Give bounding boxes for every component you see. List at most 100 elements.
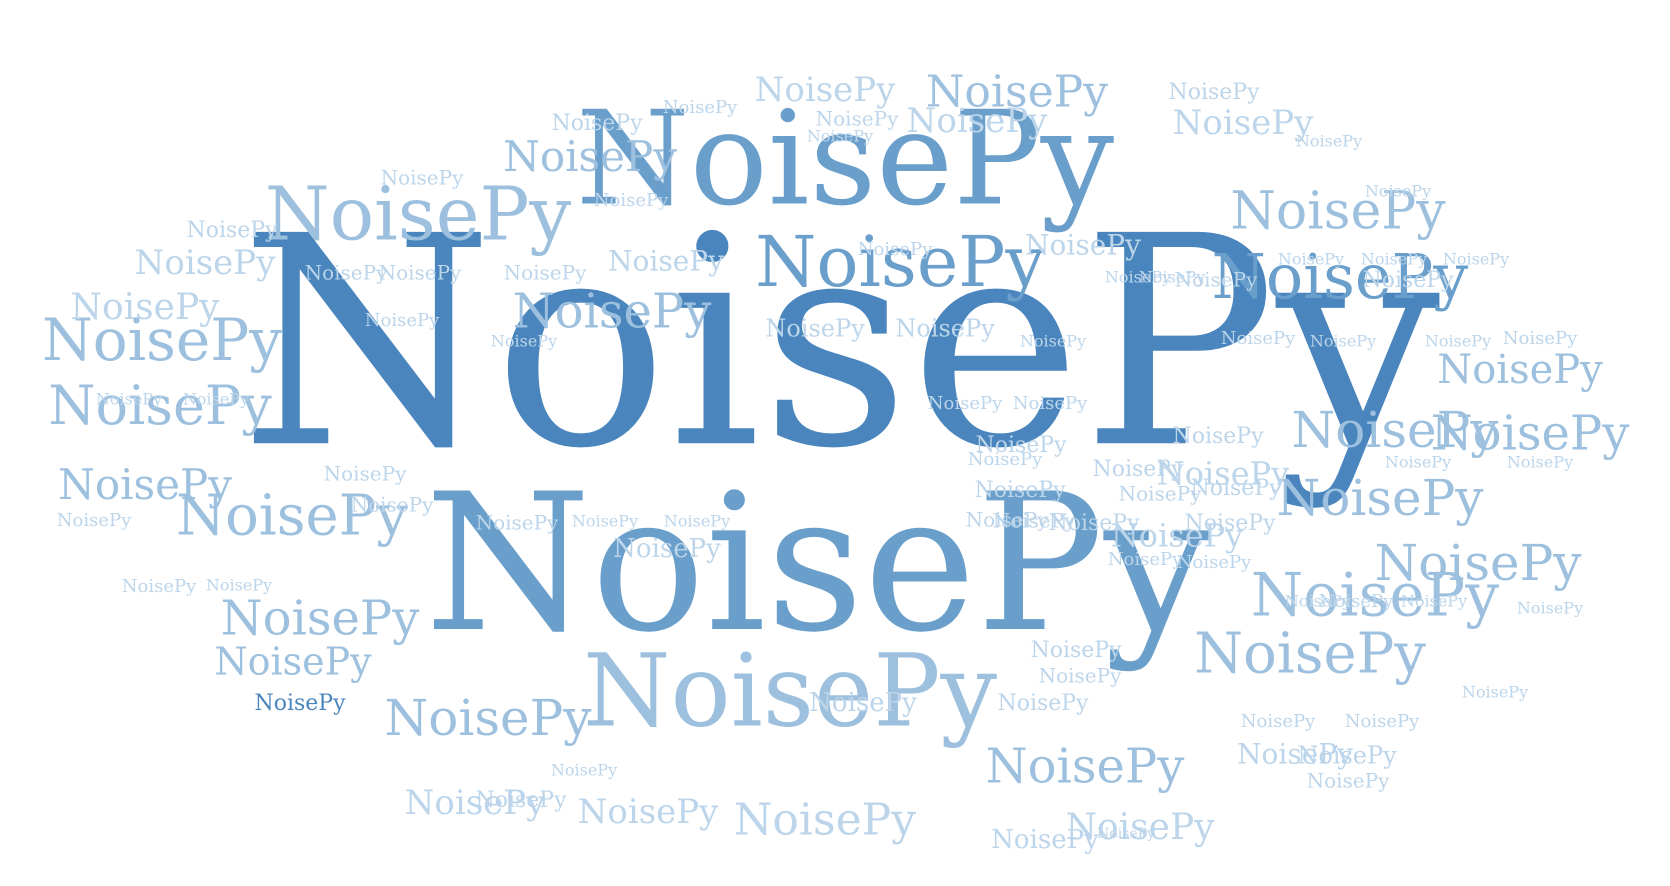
- cloud-word-115: NoisePy: [254, 691, 346, 716]
- cloud-word-21: NoisePy: [926, 67, 1108, 118]
- cloud-word-38: NoisePy: [405, 783, 547, 823]
- cloud-word-90: NoisePy: [997, 691, 1089, 716]
- cloud-word-19: NoisePy: [385, 689, 593, 747]
- cloud-word-3: NoisePy: [583, 633, 997, 750]
- cloud-word-79: NoisePy: [572, 512, 638, 531]
- cloud-word-59: NoisePy: [1278, 250, 1344, 269]
- cloud-word-61: NoisePy: [1443, 250, 1509, 269]
- cloud-word-66: NoisePy: [1310, 332, 1376, 351]
- cloud-word-70: NoisePy: [183, 390, 249, 409]
- cloud-word-78: NoisePy: [476, 511, 559, 535]
- cloud-word-114: NoisePy: [1345, 711, 1420, 732]
- cloud-word-106: NoisePy: [1285, 592, 1351, 611]
- cloud-word-2: NoisePy: [576, 83, 1115, 235]
- cloud-word-53: NoisePy: [379, 261, 462, 285]
- cloud-word-47: NoisePy: [816, 107, 899, 131]
- cloud-word-62: NoisePy: [365, 310, 440, 331]
- cloud-word-84: NoisePy: [122, 576, 197, 597]
- cloud-word-68: NoisePy: [1503, 328, 1578, 349]
- cloud-word-83: NoisePy: [1177, 552, 1252, 573]
- cloud-word-104: NoisePy: [966, 508, 1049, 532]
- cloud-word-94: NoisePy: [475, 788, 567, 813]
- cloud-word-93: NoisePy: [551, 761, 617, 780]
- cloud-word-86: NoisePy: [1319, 591, 1394, 612]
- cloud-word-28: NoisePy: [755, 70, 897, 110]
- cloud-word-95: NoisePy: [1297, 742, 1397, 770]
- cloud-word-6: NoisePy: [1212, 240, 1469, 313]
- cloud-word-30: NoisePy: [1157, 455, 1289, 493]
- cloud-word-5: NoisePy: [755, 221, 1045, 303]
- cloud-word-24: NoisePy: [1437, 347, 1603, 393]
- cloud-word-42: NoisePy: [551, 111, 643, 136]
- cloud-word-77: NoisePy: [57, 510, 132, 531]
- cloud-word-76: NoisePy: [1507, 453, 1573, 472]
- cloud-word-27: NoisePy: [1065, 807, 1215, 848]
- cloud-word-29: NoisePy: [1173, 103, 1315, 143]
- cloud-word-67: NoisePy: [1425, 332, 1491, 351]
- cloud-word-52: NoisePy: [305, 261, 388, 285]
- cloud-word-43: NoisePy: [381, 166, 464, 190]
- cloud-word-72: NoisePy: [1172, 424, 1264, 449]
- cloud-word-58: NoisePy: [1175, 268, 1258, 292]
- cloud-word-87: NoisePy: [1517, 599, 1583, 618]
- cloud-word-74: NoisePy: [351, 493, 434, 517]
- cloud-word-71: NoisePy: [975, 433, 1067, 458]
- cloud-word-97: NoisePy: [1097, 826, 1155, 842]
- cloud-word-23: NoisePy: [503, 132, 677, 181]
- cloud-word-11: NoisePy: [176, 484, 408, 549]
- cloud-word-98: NoisePy: [974, 478, 1066, 503]
- cloud-word-102: NoisePy: [1048, 511, 1140, 536]
- cloud-word-26: NoisePy: [734, 795, 916, 846]
- cloud-word-54: NoisePy: [504, 261, 587, 285]
- cloud-word-100: NoisePy: [1190, 476, 1282, 501]
- cloud-word-65: NoisePy: [1221, 328, 1296, 349]
- cloud-word-41: NoisePy: [1168, 80, 1260, 105]
- cloud-word-89: NoisePy: [1039, 664, 1122, 688]
- cloud-word-8: NoisePy: [1230, 182, 1446, 242]
- cloud-word-60: NoisePy: [1361, 250, 1427, 269]
- cloud-word-16: NoisePy: [513, 284, 712, 340]
- cloud-word-1: NoisePy: [425, 453, 1212, 674]
- cloud-word-4: NoisePy: [265, 171, 572, 257]
- cloud-word-13: NoisePy: [1292, 401, 1500, 459]
- cloud-word-15: NoisePy: [1375, 534, 1583, 592]
- cloud-word-10: NoisePy: [1194, 622, 1426, 687]
- cloud-word-18: NoisePy: [221, 591, 420, 647]
- cloud-word-75: NoisePy: [1385, 453, 1451, 472]
- cloud-word-96: NoisePy: [1307, 769, 1390, 793]
- cloud-word-46: NoisePy: [663, 97, 738, 118]
- cloud-word-37: NoisePy: [907, 101, 1049, 141]
- cloud-word-56: NoisePy: [895, 315, 995, 343]
- cloud-word-92: NoisePy: [1462, 683, 1528, 702]
- cloud-word-0: NoisePy: [240, 175, 1441, 512]
- cloud-word-80: NoisePy: [664, 512, 730, 531]
- cloud-word-31: NoisePy: [1111, 517, 1243, 555]
- cloud-word-110: NoisePy: [1013, 393, 1088, 414]
- cloud-word-33: NoisePy: [135, 243, 277, 283]
- cloud-word-39: NoisePy: [578, 792, 720, 832]
- cloud-word-55: NoisePy: [765, 315, 865, 343]
- cloud-word-111: NoisePy: [928, 393, 1003, 414]
- cloud-word-51: NoisePy: [858, 239, 933, 260]
- cloud-word-45: NoisePy: [594, 190, 669, 211]
- cloud-word-12: NoisePy: [48, 374, 272, 437]
- cloud-word-9: NoisePy: [1251, 561, 1499, 631]
- cloud-word-73: NoisePy: [324, 462, 407, 486]
- cloud-word-22: NoisePy: [58, 460, 232, 509]
- cloud-word-81: NoisePy: [613, 534, 721, 564]
- cloud-word-103: NoisePy: [1184, 511, 1276, 536]
- cloud-word-108: NoisePy: [1362, 268, 1454, 293]
- cloud-word-7: NoisePy: [42, 306, 282, 374]
- cloud-word-109: NoisePy: [1139, 268, 1205, 287]
- cloud-word-34: NoisePy: [1025, 229, 1141, 262]
- cloud-word-25: NoisePy: [214, 640, 372, 684]
- cloud-word-17: NoisePy: [1431, 406, 1630, 462]
- cloud-word-35: NoisePy: [608, 245, 724, 278]
- cloud-word-36: NoisePy: [1237, 738, 1353, 771]
- cloud-word-101: NoisePy: [1092, 457, 1184, 482]
- cloud-word-40: NoisePy: [991, 825, 1099, 855]
- cloud-word-112: NoisePy: [968, 449, 1043, 470]
- cloud-word-82: NoisePy: [993, 509, 1076, 533]
- cloud-word-107: NoisePy: [1401, 592, 1467, 611]
